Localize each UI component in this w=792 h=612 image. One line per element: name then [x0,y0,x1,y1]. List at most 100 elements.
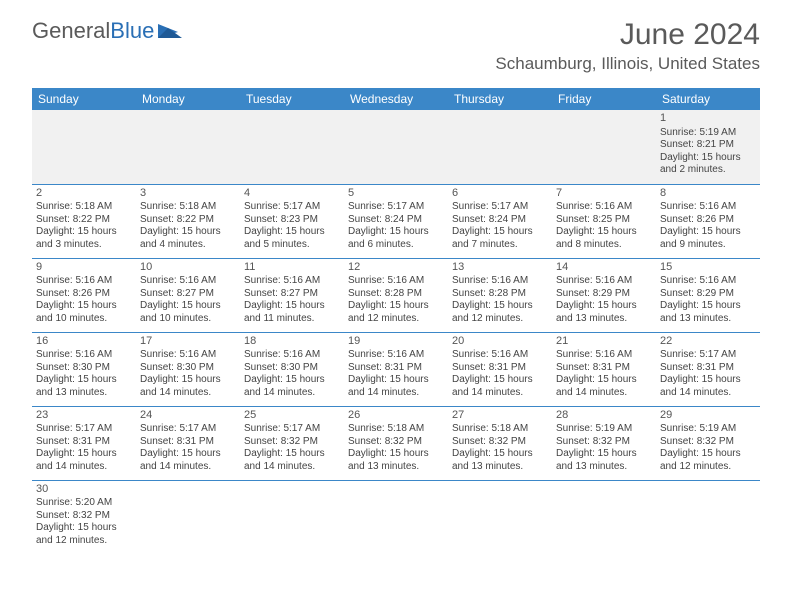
sunrise-line: Sunrise: 5:19 AM [660,127,756,140]
calendar-cell: 12Sunrise: 5:16 AMSunset: 8:28 PMDayligh… [344,258,448,332]
sunrise-line: Sunrise: 5:16 AM [452,275,548,288]
daylight-line: Daylight: 15 hours and 14 minutes. [244,448,340,473]
daylight-line: Daylight: 15 hours and 14 minutes. [244,374,340,399]
day-number: 28 [556,409,652,423]
calendar-cell: 23Sunrise: 5:17 AMSunset: 8:31 PMDayligh… [32,406,136,480]
day-number: 5 [348,187,444,201]
daylight-line: Daylight: 15 hours and 14 minutes. [452,374,548,399]
sunrise-line: Sunrise: 5:16 AM [348,275,444,288]
sunrise-line: Sunrise: 5:17 AM [348,201,444,214]
day-number: 25 [244,409,340,423]
sunset-line: Sunset: 8:21 PM [660,139,756,152]
calendar-cell [448,480,552,554]
day-header-row: SundayMondayTuesdayWednesdayThursdayFrid… [32,88,760,110]
sunrise-line: Sunrise: 5:18 AM [348,423,444,436]
sunset-line: Sunset: 8:30 PM [244,362,340,375]
sunrise-line: Sunrise: 5:16 AM [556,275,652,288]
calendar-cell: 20Sunrise: 5:16 AMSunset: 8:31 PMDayligh… [448,332,552,406]
sunset-line: Sunset: 8:32 PM [452,436,548,449]
sunset-line: Sunset: 8:28 PM [348,288,444,301]
daylight-line: Daylight: 15 hours and 13 minutes. [556,300,652,325]
header: GeneralBlue June 2024 Schaumburg, Illino… [0,0,792,80]
day-number: 17 [140,335,236,349]
calendar-cell: 6Sunrise: 5:17 AMSunset: 8:24 PMDaylight… [448,184,552,258]
daylight-line: Daylight: 15 hours and 6 minutes. [348,226,444,251]
sunrise-line: Sunrise: 5:16 AM [140,275,236,288]
sunrise-line: Sunrise: 5:16 AM [36,275,132,288]
day-number: 3 [140,187,236,201]
sunrise-line: Sunrise: 5:19 AM [660,423,756,436]
sunrise-line: Sunrise: 5:16 AM [556,201,652,214]
daylight-line: Daylight: 15 hours and 13 minutes. [348,448,444,473]
sunset-line: Sunset: 8:25 PM [556,214,652,227]
calendar-cell: 26Sunrise: 5:18 AMSunset: 8:32 PMDayligh… [344,406,448,480]
daylight-line: Daylight: 15 hours and 9 minutes. [660,226,756,251]
calendar-cell: 10Sunrise: 5:16 AMSunset: 8:27 PMDayligh… [136,258,240,332]
day-header: Wednesday [344,88,448,110]
day-number: 8 [660,187,756,201]
calendar-cell: 3Sunrise: 5:18 AMSunset: 8:22 PMDaylight… [136,184,240,258]
calendar-cell: 18Sunrise: 5:16 AMSunset: 8:30 PMDayligh… [240,332,344,406]
calendar-cell [656,480,760,554]
calendar-cell: 28Sunrise: 5:19 AMSunset: 8:32 PMDayligh… [552,406,656,480]
sunrise-line: Sunrise: 5:16 AM [556,349,652,362]
sunrise-line: Sunrise: 5:16 AM [244,275,340,288]
daylight-line: Daylight: 15 hours and 14 minutes. [140,448,236,473]
day-number: 12 [348,261,444,275]
calendar-cell: 16Sunrise: 5:16 AMSunset: 8:30 PMDayligh… [32,332,136,406]
calendar-cell: 21Sunrise: 5:16 AMSunset: 8:31 PMDayligh… [552,332,656,406]
calendar-cell [32,110,136,184]
calendar-cell: 24Sunrise: 5:17 AMSunset: 8:31 PMDayligh… [136,406,240,480]
calendar-table: SundayMondayTuesdayWednesdayThursdayFrid… [32,88,760,554]
day-number: 27 [452,409,548,423]
sunrise-line: Sunrise: 5:16 AM [244,349,340,362]
sunrise-line: Sunrise: 5:18 AM [140,201,236,214]
daylight-line: Daylight: 15 hours and 11 minutes. [244,300,340,325]
calendar-cell [240,480,344,554]
calendar-cell: 27Sunrise: 5:18 AMSunset: 8:32 PMDayligh… [448,406,552,480]
sunset-line: Sunset: 8:31 PM [452,362,548,375]
calendar-cell [448,110,552,184]
daylight-line: Daylight: 15 hours and 5 minutes. [244,226,340,251]
calendar-cell [552,480,656,554]
sunset-line: Sunset: 8:32 PM [660,436,756,449]
location-text: Schaumburg, Illinois, United States [495,54,760,74]
sunset-line: Sunset: 8:31 PM [36,436,132,449]
day-header: Monday [136,88,240,110]
day-number: 9 [36,261,132,275]
logo: GeneralBlue [32,18,184,44]
sunset-line: Sunset: 8:23 PM [244,214,340,227]
sunset-line: Sunset: 8:32 PM [556,436,652,449]
daylight-line: Daylight: 15 hours and 13 minutes. [36,374,132,399]
calendar-cell: 15Sunrise: 5:16 AMSunset: 8:29 PMDayligh… [656,258,760,332]
daylight-line: Daylight: 15 hours and 13 minutes. [452,448,548,473]
day-number: 26 [348,409,444,423]
sunset-line: Sunset: 8:26 PM [36,288,132,301]
calendar-cell [552,110,656,184]
logo-text-general: General [32,18,110,44]
daylight-line: Daylight: 15 hours and 10 minutes. [140,300,236,325]
calendar-cell: 8Sunrise: 5:16 AMSunset: 8:26 PMDaylight… [656,184,760,258]
day-number: 6 [452,187,548,201]
day-header: Sunday [32,88,136,110]
sunrise-line: Sunrise: 5:16 AM [348,349,444,362]
day-number: 30 [36,483,132,497]
daylight-line: Daylight: 15 hours and 8 minutes. [556,226,652,251]
day-number: 29 [660,409,756,423]
calendar-cell: 13Sunrise: 5:16 AMSunset: 8:28 PMDayligh… [448,258,552,332]
daylight-line: Daylight: 15 hours and 14 minutes. [660,374,756,399]
sunset-line: Sunset: 8:24 PM [452,214,548,227]
day-number: 14 [556,261,652,275]
sunrise-line: Sunrise: 5:16 AM [452,349,548,362]
daylight-line: Daylight: 15 hours and 14 minutes. [140,374,236,399]
day-number: 10 [140,261,236,275]
daylight-line: Daylight: 15 hours and 12 minutes. [348,300,444,325]
daylight-line: Daylight: 15 hours and 10 minutes. [36,300,132,325]
daylight-line: Daylight: 15 hours and 13 minutes. [660,300,756,325]
day-header: Friday [552,88,656,110]
daylight-line: Daylight: 15 hours and 4 minutes. [140,226,236,251]
calendar-cell: 22Sunrise: 5:17 AMSunset: 8:31 PMDayligh… [656,332,760,406]
calendar-cell: 17Sunrise: 5:16 AMSunset: 8:30 PMDayligh… [136,332,240,406]
sunrise-line: Sunrise: 5:17 AM [244,423,340,436]
sunset-line: Sunset: 8:31 PM [660,362,756,375]
